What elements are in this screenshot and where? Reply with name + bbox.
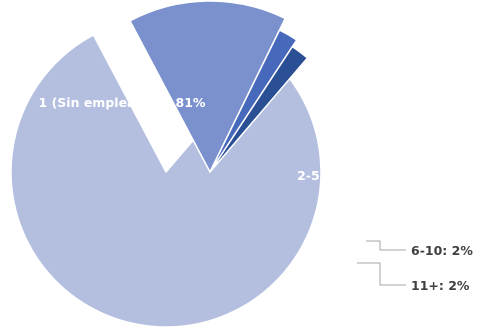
slice-2-5 — [129, 0, 286, 173]
slice-label-2-5: 2-5: 81% — [297, 168, 359, 183]
slice-6-10 — [209, 29, 298, 173]
slice-label-6-10: 6-10: 2% — [411, 243, 473, 258]
leader-line-6-10 — [366, 240, 406, 251]
slice-label-sin-empleados: 1 (Sin empleados): 81% — [39, 95, 206, 110]
slice-label-11-plus: 11+: 2% — [411, 278, 470, 293]
slice-11-plus — [209, 45, 309, 173]
leader-line-11-plus — [357, 262, 406, 286]
pie-slices — [10, 0, 322, 328]
